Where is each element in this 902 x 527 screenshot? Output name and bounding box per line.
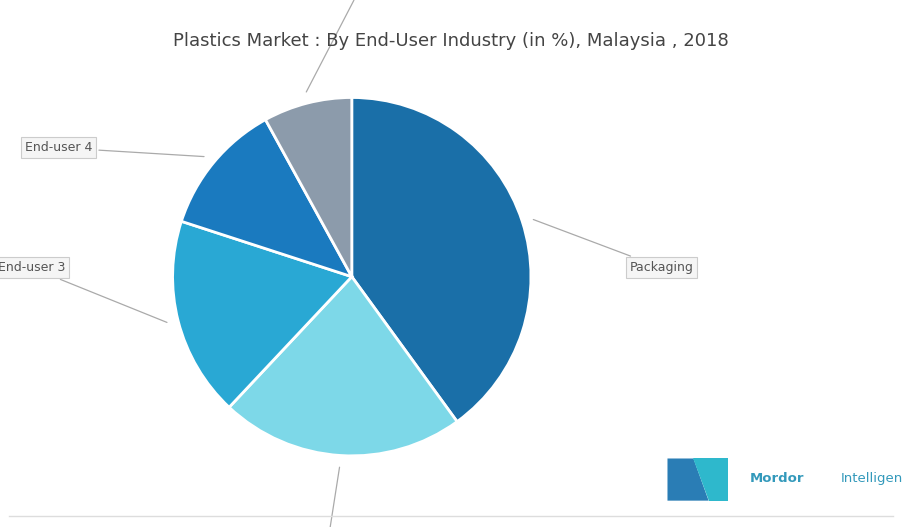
Text: Plastics Market : By End-User Industry (in %), Malaysia , 2018: Plastics Market : By End-User Industry (… (173, 32, 729, 50)
Text: End-user 4: End-user 4 (24, 141, 204, 157)
Text: End-user 5: End-user 5 (307, 0, 394, 92)
Text: End-user 3: End-user 3 (0, 261, 167, 323)
Text: Mordor: Mordor (750, 472, 805, 485)
Wedge shape (172, 221, 352, 407)
Text: Intelligence: Intelligence (841, 472, 902, 485)
Polygon shape (667, 458, 709, 501)
Wedge shape (265, 97, 352, 277)
Text: Packaging: Packaging (533, 220, 694, 274)
Text: End-user 2: End-user 2 (291, 467, 359, 527)
Wedge shape (229, 277, 457, 456)
Wedge shape (352, 97, 531, 422)
Polygon shape (694, 458, 728, 501)
Wedge shape (181, 120, 352, 277)
